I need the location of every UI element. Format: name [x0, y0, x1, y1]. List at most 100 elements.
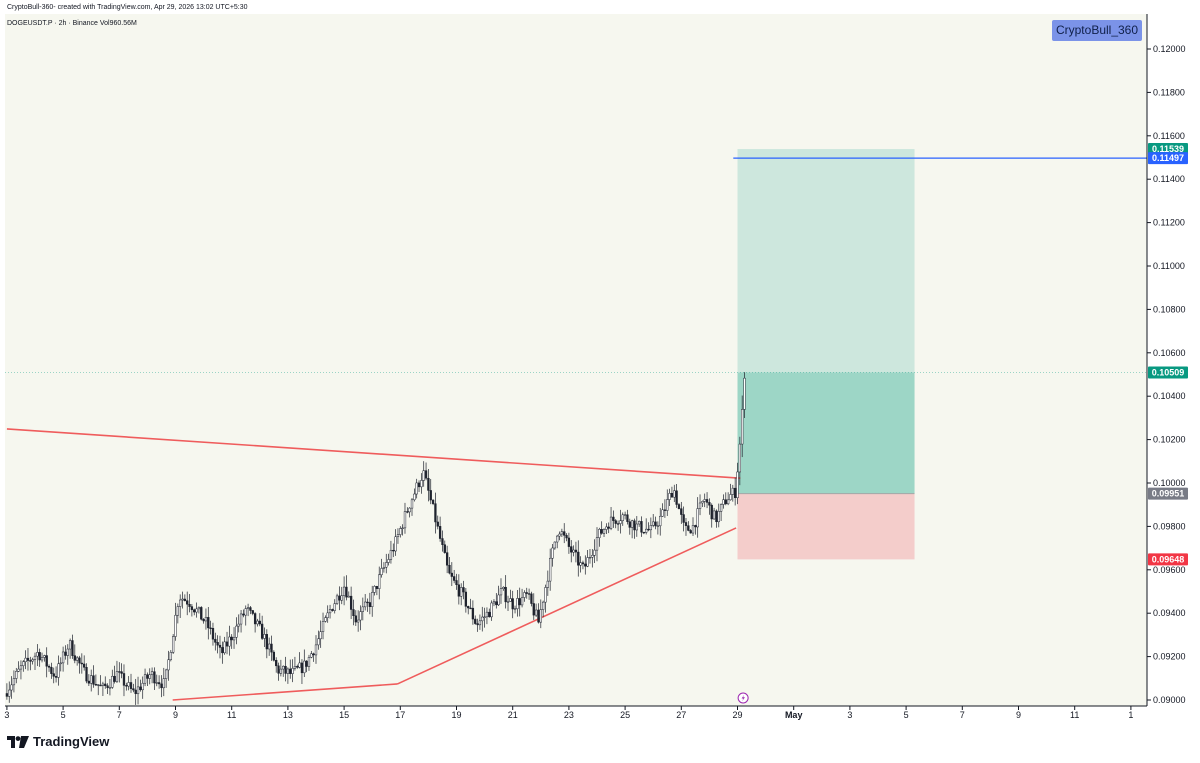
candle-down — [146, 674, 149, 679]
candle-down — [527, 593, 531, 595]
candle-up — [551, 547, 554, 559]
candle-down — [272, 651, 276, 661]
candle-up — [235, 625, 238, 638]
candle-down — [504, 586, 507, 603]
candle-up — [544, 587, 547, 603]
candle-down — [694, 525, 697, 528]
candle-up — [378, 574, 381, 589]
candle-up — [181, 598, 184, 601]
x-tick-label: 11 — [1070, 710, 1079, 720]
candle-up — [342, 586, 346, 596]
candle-up — [268, 643, 271, 650]
candle-up — [108, 687, 112, 689]
candle-up — [364, 601, 367, 608]
candle-up — [174, 614, 177, 637]
candle-down — [525, 592, 528, 594]
candle-up — [127, 682, 130, 687]
candle-up — [298, 662, 301, 668]
candle-up — [623, 514, 627, 516]
candle-up — [698, 502, 702, 509]
candle-up — [485, 611, 489, 618]
candle-down — [52, 673, 55, 677]
candle-up — [317, 638, 320, 646]
candle-up — [593, 549, 596, 556]
candle-up — [638, 521, 641, 525]
candle-up — [481, 616, 484, 622]
candle-up — [516, 598, 519, 609]
candle-up — [169, 652, 172, 661]
tradingview-brand: TradingView — [33, 734, 110, 749]
trendline-ascending-support-lower — [172, 683, 398, 701]
candle-up — [483, 616, 486, 618]
candle-down — [614, 520, 617, 524]
candle-up — [244, 608, 247, 616]
candle-up — [560, 531, 564, 535]
candle-down — [202, 618, 205, 622]
candle-up — [282, 665, 285, 670]
candle-up — [33, 655, 37, 660]
candle-up — [111, 675, 114, 688]
candle-up — [141, 682, 144, 691]
candle-up — [40, 657, 44, 661]
candle-up — [553, 541, 557, 549]
candle-down — [530, 593, 533, 604]
candle-down — [218, 644, 222, 648]
candle-up — [422, 470, 425, 481]
candle-up — [738, 443, 741, 473]
candle-down — [581, 562, 585, 565]
candle-up — [509, 598, 512, 602]
candle-down — [157, 682, 161, 685]
candle-up — [307, 657, 311, 667]
candle-down — [211, 627, 215, 640]
candle-up — [387, 559, 390, 563]
tradingview-logo[interactable]: TradingView — [7, 734, 109, 749]
y-tick-label: 0.11000 — [1153, 261, 1185, 271]
watermark-label: CryptoBull_360 — [1052, 20, 1142, 41]
candle-up — [36, 652, 39, 657]
candle-down — [118, 671, 121, 673]
price-label-text-target-line: 0.11497 — [1152, 153, 1184, 163]
candle-down — [83, 663, 86, 668]
profit-zone-filled — [737, 372, 915, 494]
y-tick-label: 0.10200 — [1153, 435, 1186, 445]
candle-down — [448, 564, 451, 574]
candle-up — [410, 499, 414, 509]
candle-up — [148, 674, 151, 679]
candle-up — [399, 528, 402, 535]
candle-up — [326, 612, 329, 618]
x-tick-label: 3 — [4, 710, 9, 720]
candle-up — [371, 592, 374, 607]
candle-down — [87, 680, 91, 684]
candle-down — [265, 634, 268, 650]
symbol-info: DOGEUSDT.P · 2h · Binance Vol960.56M — [7, 20, 137, 27]
y-tick-label: 0.11400 — [1153, 174, 1185, 184]
candle-up — [286, 668, 290, 674]
x-tick-label: 29 — [732, 710, 742, 720]
x-tick-label: 21 — [508, 710, 518, 720]
candle-up — [712, 510, 716, 520]
candle-up — [621, 514, 624, 521]
x-tick-label: 23 — [564, 710, 574, 720]
price-label-target-line — [1148, 152, 1188, 165]
candle-up — [556, 535, 559, 543]
candle-up — [115, 671, 119, 682]
candle-up — [668, 492, 671, 500]
plot-background — [5, 14, 1147, 706]
y-tick-label: 0.09200 — [1153, 652, 1186, 662]
candle-down — [427, 477, 430, 491]
candle-down — [134, 689, 137, 695]
candle-up — [741, 409, 744, 445]
x-tick-label: 9 — [1016, 710, 1021, 720]
candle-up — [380, 568, 383, 576]
candle-down — [183, 598, 187, 601]
candle-up — [490, 602, 493, 618]
candle-down — [462, 587, 465, 593]
candle-down — [584, 563, 587, 567]
candle-down — [467, 606, 470, 609]
candle-down — [628, 521, 631, 528]
candle-up — [598, 529, 601, 538]
candle-down — [253, 613, 257, 625]
y-tick-label: 0.11200 — [1153, 218, 1185, 228]
candle-up — [359, 611, 362, 621]
candle-down — [92, 675, 95, 685]
